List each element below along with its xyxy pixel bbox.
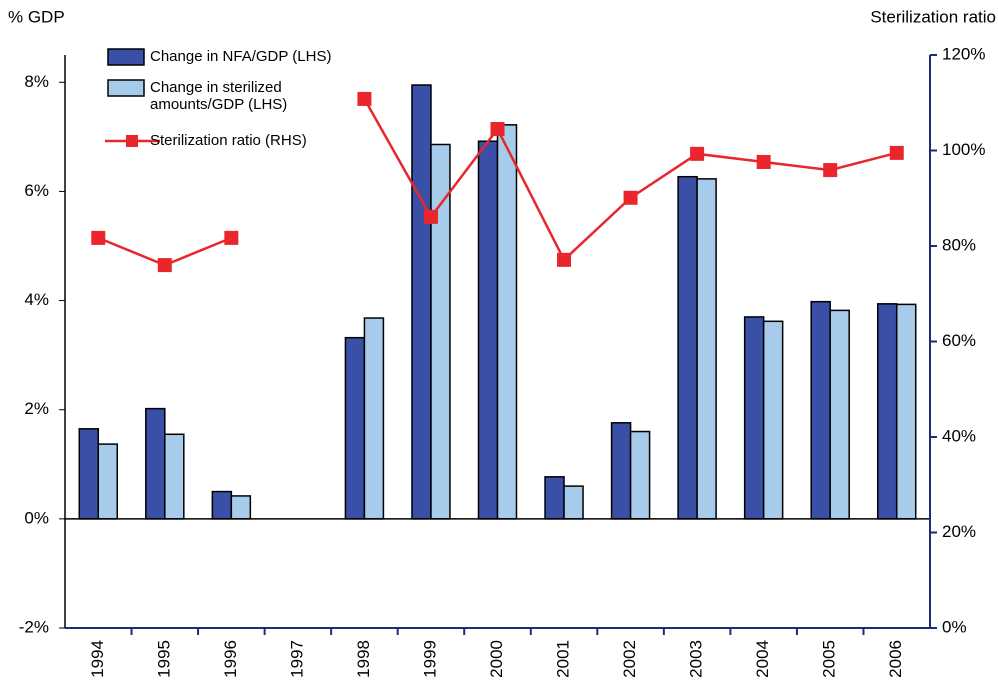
bar [477,140,499,520]
line-marker [557,252,572,267]
y2-tick-label: 0% [942,617,967,636]
bar [810,300,831,520]
bar [363,317,385,520]
bar [629,430,651,520]
legend-label: Change in sterilized amounts/GDP (LHS) [150,79,288,113]
y-tick-label: -2% [19,617,49,636]
x-tick-label: 2006 [886,640,905,678]
x-tick-label: 1994 [88,640,107,678]
y2-axis-label: Sterilization ratio [870,7,996,26]
y2-tick-label: 40% [942,426,976,445]
bar [762,320,784,520]
y2-tick-label: 80% [942,235,976,254]
y-tick-label: 0% [24,508,49,527]
line-marker [623,190,638,205]
bar [563,485,584,520]
legend-label: Change in NFA/GDP (LHS) [150,48,332,65]
bar [211,490,233,520]
x-tick-label: 1998 [354,640,373,678]
x-tick-label: 2003 [687,640,706,678]
line-marker [91,230,106,245]
line-marker [823,163,838,178]
x-tick-label: 2005 [820,640,839,678]
y2-tick-label: 120% [942,44,985,63]
legend-swatch [107,48,145,66]
x-tick-label: 1997 [287,640,306,678]
legend-swatch [126,135,138,147]
line-marker [157,258,172,273]
bar [610,422,632,520]
bar [344,336,366,520]
bar [430,143,451,520]
y2-tick-label: 60% [942,331,976,350]
line-marker [889,145,904,160]
x-tick-label: 1999 [420,640,439,678]
bar [829,309,850,520]
x-tick-label: 2001 [554,640,573,678]
x-tick-label: 1996 [221,640,240,678]
bar [97,443,119,520]
bar [696,178,717,520]
line-marker [490,122,505,137]
x-tick-label: 1995 [154,640,173,678]
line-marker [224,230,239,245]
bar [411,84,432,520]
bar [677,175,698,520]
y2-tick-label: 20% [942,522,976,541]
y-axis-label: % GDP [8,7,65,26]
y2-tick-label: 100% [942,140,985,159]
bar [164,433,185,520]
bar [78,428,100,520]
line-marker [756,154,771,169]
legend-label: Sterilization ratio (RHS) [150,132,307,149]
bar [876,303,898,520]
y-tick-label: 6% [24,181,49,200]
bar [743,316,765,520]
y-tick-label: 4% [24,290,49,309]
y-tick-label: 8% [24,72,49,91]
y-tick-label: 2% [24,399,49,418]
line-marker [357,91,372,106]
bar [230,495,252,520]
legend-swatch [107,79,145,97]
x-tick-label: 2002 [620,640,639,678]
line-marker [690,146,705,161]
bar [895,303,917,520]
bar [145,407,166,520]
x-tick-label: 2000 [487,640,506,678]
x-tick-label: 2004 [753,640,772,678]
line-marker [423,209,438,224]
bar [496,124,518,520]
bar [544,476,565,520]
